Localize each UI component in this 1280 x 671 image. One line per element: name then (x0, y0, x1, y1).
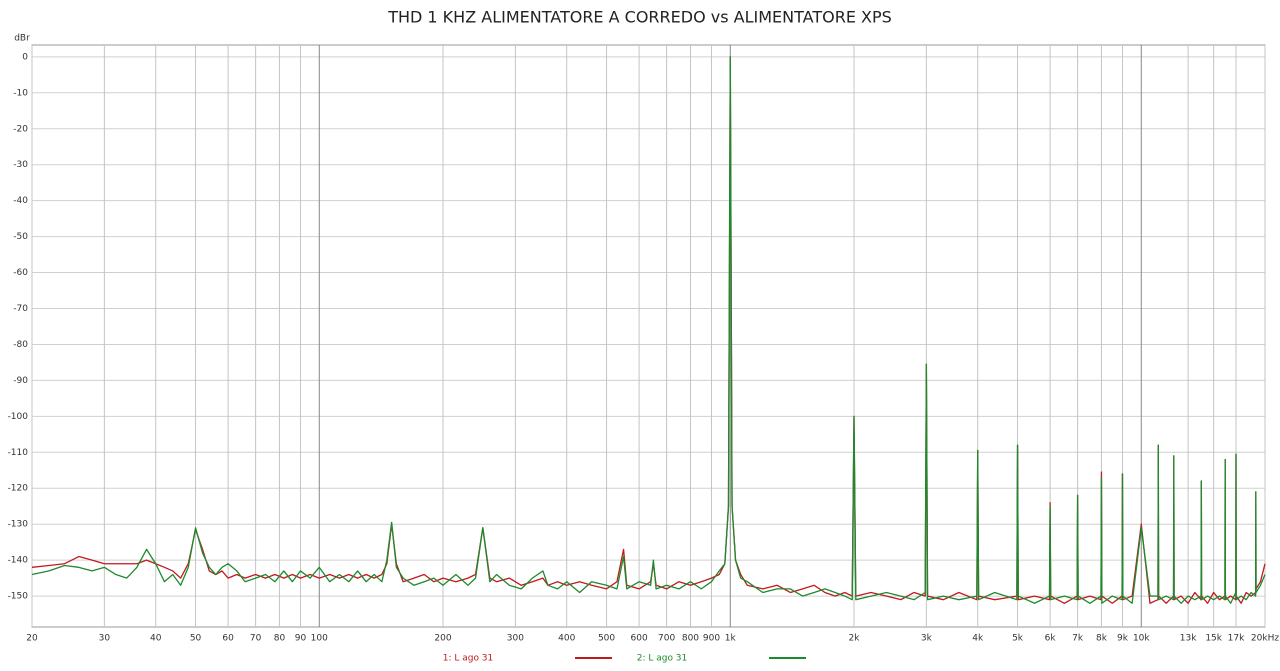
x-tick-label: 700 (658, 634, 675, 644)
x-tick-label: 80 (274, 634, 286, 644)
x-tick-label: 1k (725, 634, 737, 644)
y-tick-label: 0 (22, 52, 28, 62)
y-tick-label: -120 (8, 484, 29, 494)
x-tick-label: 17k (1228, 634, 1245, 644)
y-tick-label: -70 (13, 304, 28, 314)
x-tick-label: 8k (1096, 634, 1108, 644)
y-tick-label: -110 (8, 448, 29, 458)
y-tick-label: -90 (13, 376, 28, 386)
x-tick-label: 15k (1205, 634, 1222, 644)
y-tick-label: -10 (13, 88, 28, 98)
x-tick-label: 4k (972, 634, 984, 644)
y-tick-label: -40 (13, 196, 28, 206)
x-tick-label: 2k (849, 634, 861, 644)
x-tick-label: 600 (631, 634, 648, 644)
plot-frame (31, 44, 1266, 628)
y-tick-label: -30 (13, 160, 28, 170)
y-tick-label: -20 (13, 124, 28, 134)
y-tick-label: -150 (8, 592, 29, 602)
y-tick-label: -100 (8, 412, 29, 422)
x-tick-label: 9k (1117, 634, 1129, 644)
y-axis-label: dBr (14, 34, 30, 44)
x-tick-label: 400 (558, 634, 575, 644)
series-line (31, 56, 1266, 604)
x-tick-label: 500 (598, 634, 615, 644)
x-tick-label: 70 (250, 634, 262, 644)
x-tick-label: 100 (311, 634, 328, 644)
x-tick-label: 900 (703, 634, 720, 644)
x-tick-label: 300 (507, 634, 524, 644)
y-tick-label: -130 (8, 520, 29, 530)
y-tick-label: -60 (13, 268, 28, 278)
x-tick-label: 6k (1045, 634, 1057, 644)
x-tick-label: 5k (1012, 634, 1024, 644)
x-tick-label: 200 (434, 634, 451, 644)
x-tick-label: 7k (1072, 634, 1084, 644)
x-tick-label: 20kHz (1251, 634, 1279, 644)
y-tick-label: -80 (13, 340, 28, 350)
x-tick-label: 20 (26, 634, 38, 644)
chart-title: THD 1 KHZ ALIMENTATORE A CORREDO vs ALIM… (387, 8, 892, 27)
y-tick-label: -140 (8, 556, 29, 566)
x-tick-label: 10k (1133, 634, 1150, 644)
y-tick-label: -50 (13, 232, 28, 242)
x-tick-label: 800 (682, 634, 699, 644)
x-tick-label: 3k (921, 634, 933, 644)
legend-label: 2: L ago 31 (637, 654, 688, 664)
x-tick-label: 90 (295, 634, 307, 644)
legend-label: 1: L ago 31 (443, 654, 494, 664)
x-tick-label: 13k (1180, 634, 1197, 644)
x-tick-label: 30 (99, 634, 111, 644)
x-tick-label: 60 (222, 634, 234, 644)
x-tick-label: 50 (190, 634, 202, 644)
x-tick-label: 40 (150, 634, 162, 644)
